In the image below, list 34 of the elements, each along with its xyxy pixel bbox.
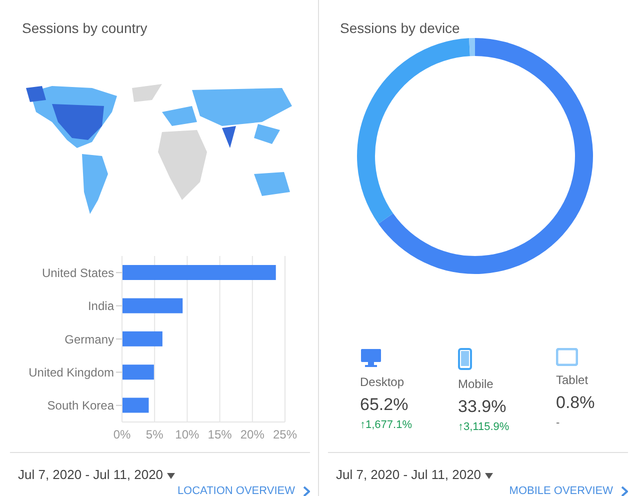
text: LOCATION OVERVIEW bbox=[177, 485, 296, 496]
donut-slice bbox=[357, 38, 470, 224]
text: ↑1,677.1% bbox=[360, 419, 413, 431]
y-tick-label: Germany bbox=[64, 332, 114, 346]
bar bbox=[122, 298, 183, 314]
x-tick-label: 25% bbox=[272, 428, 298, 442]
chart-title: Sessions by country bbox=[22, 20, 148, 36]
y-tick-label: India bbox=[88, 299, 114, 314]
data-label: 65.2% bbox=[360, 395, 410, 415]
legend-label: Mobile bbox=[458, 377, 494, 391]
legend-label: Tablet bbox=[556, 373, 590, 387]
y-tick-label: South Korea bbox=[47, 398, 114, 413]
donut-slice bbox=[378, 38, 593, 274]
data-label: 0.8% bbox=[556, 393, 596, 413]
data-label: 33.9% bbox=[458, 397, 508, 417]
y-tick-label: United Kingdom bbox=[28, 365, 114, 380]
bar bbox=[122, 331, 162, 346]
y-tick-label: United States bbox=[42, 266, 114, 280]
bar bbox=[122, 364, 154, 380]
text: ↑3,115.9% bbox=[458, 421, 510, 433]
x-tick-label: 5% bbox=[146, 428, 164, 442]
x-tick-label: 15% bbox=[208, 428, 232, 442]
x-tick-label: 0% bbox=[113, 428, 131, 442]
text: MOBILE OVERVIEW bbox=[509, 485, 614, 496]
text: Jul 7, 2020 - Jul 11, 2020 bbox=[18, 467, 164, 482]
x-tick-label: 10% bbox=[175, 428, 200, 442]
text: Jul 7, 2020 - Jul 11, 2020 bbox=[336, 467, 482, 482]
chart-title: Sessions by device bbox=[340, 20, 460, 36]
text: - bbox=[556, 417, 561, 429]
bar bbox=[122, 398, 149, 413]
legend-label: Desktop bbox=[360, 375, 406, 389]
donut-slice bbox=[469, 38, 475, 56]
bar bbox=[122, 265, 276, 280]
x-tick-label: 20% bbox=[240, 428, 265, 442]
